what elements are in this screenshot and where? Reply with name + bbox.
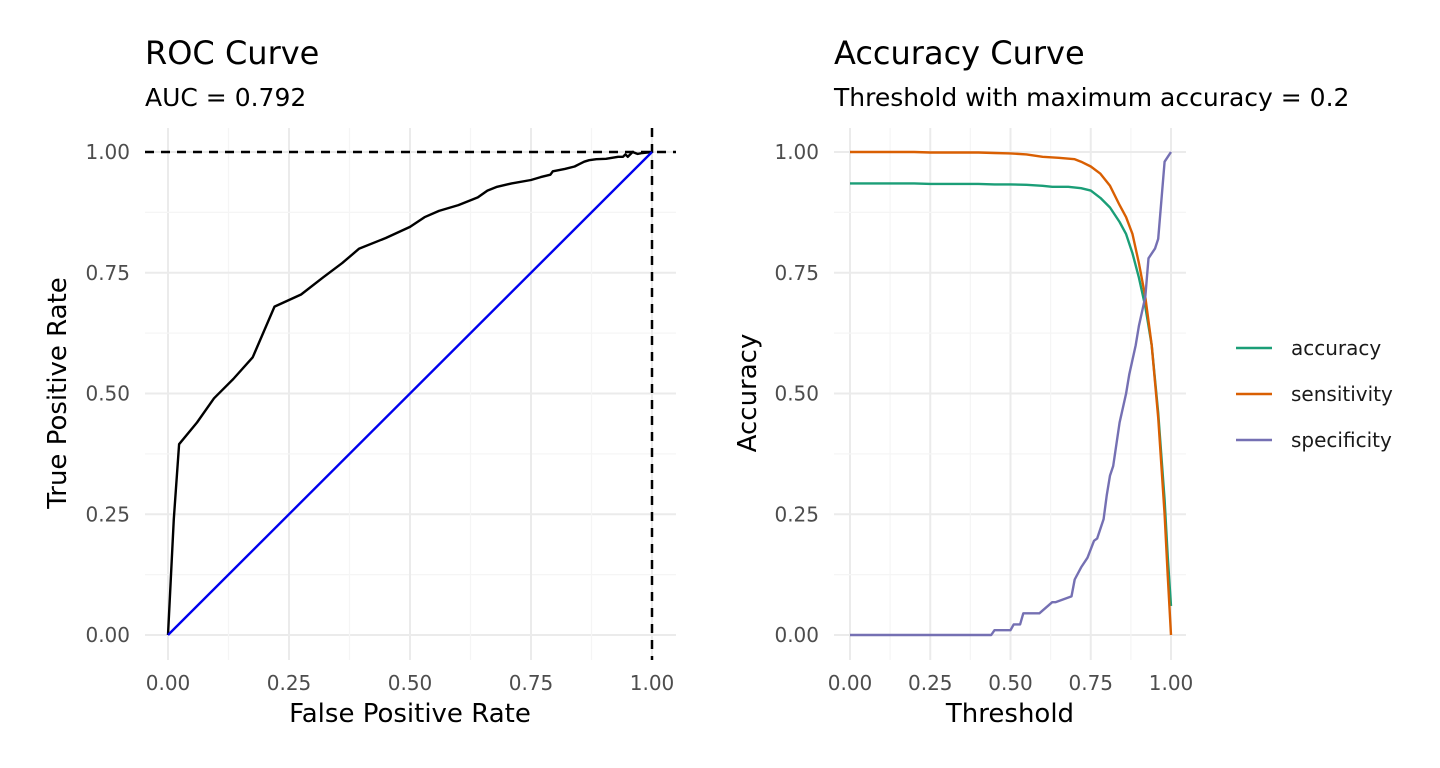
accuracy-chart-title: Accuracy Curve — [834, 34, 1085, 72]
accuracy-y-tick-label: 0.75 — [774, 261, 819, 285]
roc-series-1 — [167, 151, 653, 636]
roc-y-tick-label: 0.50 — [85, 382, 130, 406]
roc-y-axis-title: True Positive Rate — [43, 277, 73, 510]
accuracy-y-tick-label: 0.50 — [774, 382, 819, 406]
accuracy-y-axis-title: Accuracy — [733, 334, 763, 453]
accuracy-gridlines — [834, 128, 1186, 660]
roc-y-tick-label: 0.25 — [85, 502, 130, 526]
roc-reference-lines — [145, 128, 676, 660]
accuracy-series-sensitivity — [850, 150, 1173, 636]
accuracy-series-lines — [850, 150, 1173, 637]
accuracy-x-tick-label: 0.25 — [908, 671, 953, 695]
accuracy-x-tick-label: 1.00 — [1149, 671, 1194, 695]
accuracy-series-specificity — [850, 151, 1172, 637]
legend-label-specificity: specificity — [1291, 428, 1392, 452]
accuracy-x-tick-label: 0.50 — [988, 671, 1033, 695]
roc-y-tick-label: 1.00 — [85, 140, 130, 164]
accuracy-x-tick-label: 0.00 — [828, 671, 873, 695]
roc-x-tick-label: 1.00 — [630, 671, 675, 695]
roc-x-tick-labels: 0.00 0.25 0.50 0.75 1.00 — [146, 671, 675, 695]
roc-gridlines — [145, 128, 676, 660]
accuracy-y-tick-labels: 0.00 0.25 0.50 0.75 1.00 — [774, 140, 819, 647]
roc-x-tick-label: 0.00 — [146, 671, 191, 695]
legend-label-sensitivity: sensitivity — [1291, 382, 1393, 406]
roc-x-tick-label: 0.50 — [388, 671, 433, 695]
accuracy-x-tick-label: 0.75 — [1068, 671, 1113, 695]
roc-chart-title: ROC Curve — [145, 34, 319, 72]
roc-x-tick-label: 0.75 — [509, 671, 554, 695]
accuracy-curve-panel: Accuracy Curve Threshold with maximum ac… — [733, 34, 1393, 729]
roc-series-lines — [166, 150, 653, 636]
roc-curve-panel: ROC Curve AUC = 0.792 0.00 0.25 0.50 0.75 1.… — [43, 34, 676, 729]
roc-x-axis-title: False Positive Rate — [289, 699, 531, 729]
accuracy-x-tick-labels: 0.00 0.25 0.50 0.75 1.00 — [828, 671, 1194, 695]
accuracy-x-axis-title: Threshold — [945, 699, 1074, 729]
accuracy-y-tick-label: 0.00 — [774, 623, 819, 647]
accuracy-chart-subtitle: Threshold with maximum accuracy = 0.2 — [833, 83, 1349, 112]
accuracy-y-tick-label: 1.00 — [774, 140, 819, 164]
roc-x-tick-label: 0.25 — [267, 671, 312, 695]
roc-series-0 — [166, 150, 653, 636]
roc-y-tick-labels: 0.00 0.25 0.50 0.75 1.00 — [85, 140, 130, 647]
roc-y-tick-label: 0.75 — [85, 261, 130, 285]
accuracy-legend: accuracy sensitivity specificity — [1236, 336, 1393, 452]
accuracy-y-tick-label: 0.25 — [774, 502, 819, 526]
roc-chart-subtitle: AUC = 0.792 — [145, 83, 306, 112]
roc-y-tick-label: 0.00 — [85, 623, 130, 647]
legend-label-accuracy: accuracy — [1291, 336, 1381, 360]
